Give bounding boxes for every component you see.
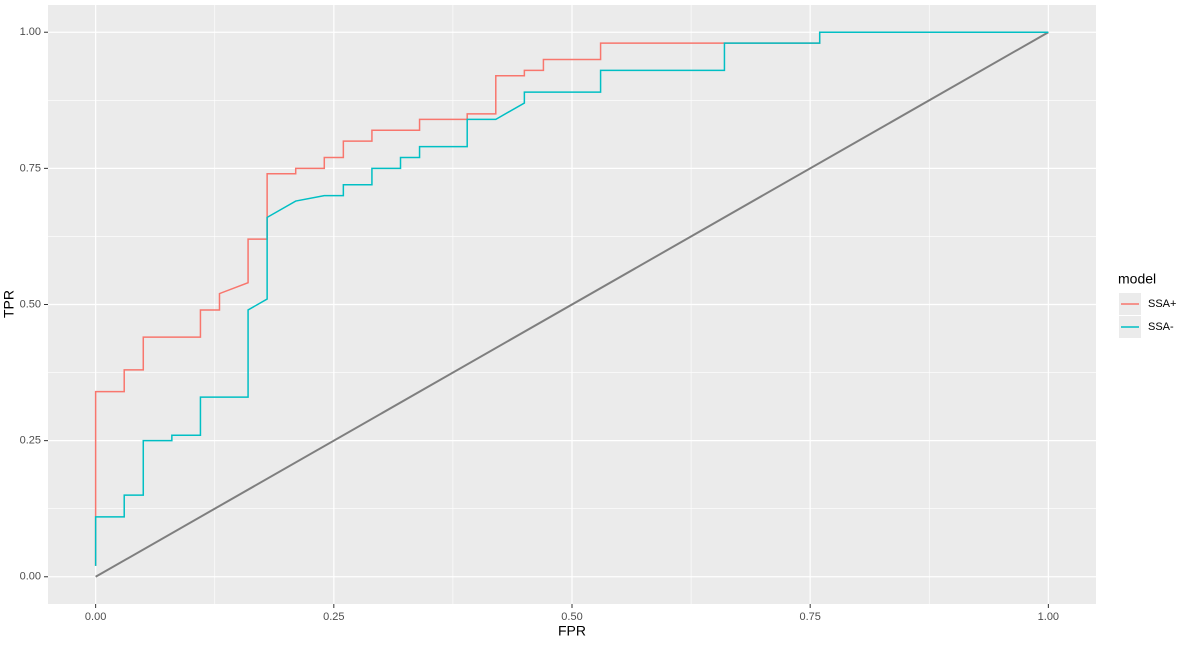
- x-axis-title: FPR: [558, 623, 586, 639]
- x-tick-label: 0.00: [85, 611, 106, 623]
- legend-label: SSA-: [1148, 321, 1174, 333]
- y-tick-label: 1.00: [20, 26, 41, 38]
- y-tick-label: 0.25: [20, 435, 41, 447]
- x-tick-label: 0.75: [799, 611, 820, 623]
- legend-title: model: [1118, 271, 1156, 287]
- y-tick-label: 0.50: [20, 298, 41, 310]
- y-tick-label: 0.00: [20, 571, 41, 583]
- reference-line: [95, 31, 1049, 578]
- x-tick-label: 1.00: [1038, 611, 1059, 623]
- x-tick-label: 0.25: [323, 611, 344, 623]
- y-axis-title: TPR: [1, 290, 17, 318]
- legend-label: SSA+: [1148, 298, 1176, 310]
- series-line: [94, 31, 1049, 566]
- y-tick-label: 0.75: [20, 162, 41, 174]
- x-tick-label: 0.50: [561, 611, 582, 623]
- series-line: [94, 31, 1049, 566]
